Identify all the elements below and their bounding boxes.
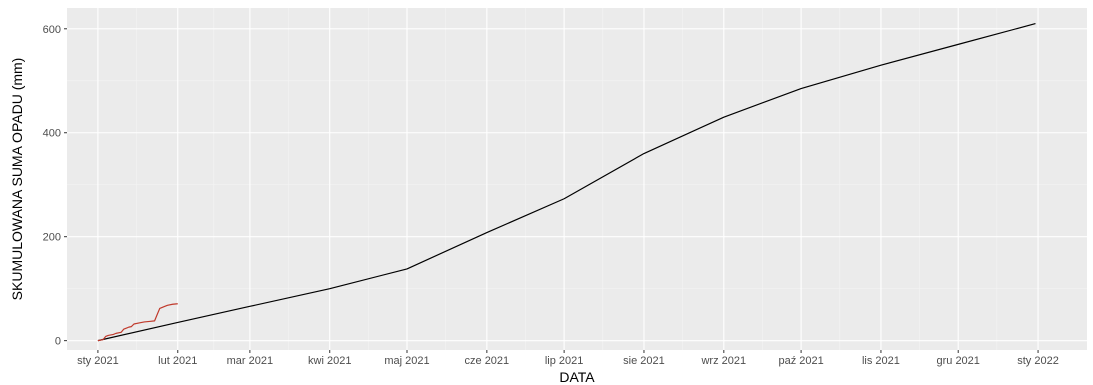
- x-tick-label: cze 2021: [465, 355, 510, 367]
- minor-gridlines: [67, 8, 1087, 350]
- x-axis: sty 2021 lut 2021 mar 2021 kwi 2021 maj 2021…: [77, 350, 1059, 367]
- x-tick-label: mar 2021: [227, 355, 273, 367]
- x-tick-label: sty 2021: [77, 355, 119, 367]
- y-tick-label: 0: [55, 336, 61, 348]
- x-tick-label: maj 2021: [384, 355, 429, 367]
- x-tick-label: kwi 2021: [308, 355, 351, 367]
- x-tick-label: lip 2021: [545, 355, 584, 367]
- major-gridlines: [67, 8, 1087, 350]
- series-layer: [97, 23, 1036, 342]
- y-tick-label: 200: [43, 232, 61, 244]
- x-tick-label: gru 2021: [936, 355, 979, 367]
- x-tick-label: sie 2021: [623, 355, 665, 367]
- series-line-1: [97, 23, 1036, 342]
- x-tick-label: sty 2022: [1017, 355, 1059, 367]
- x-axis-title: DATA: [559, 369, 595, 385]
- y-tick-label: 400: [43, 128, 61, 140]
- panel-background: [67, 8, 1087, 350]
- x-tick-label: wrz 2021: [700, 355, 746, 367]
- x-tick-label: lut 2021: [158, 355, 197, 367]
- series-line-2: [97, 303, 178, 342]
- y-tick-label: 600: [43, 24, 61, 36]
- y-axis: 0 200 400 600: [43, 24, 67, 348]
- x-tick-label: lis 2021: [862, 355, 900, 367]
- x-tick-label: paź 2021: [778, 355, 823, 367]
- y-axis-title: SKUMULOWANA SUMA OPADU (mm): [9, 58, 25, 301]
